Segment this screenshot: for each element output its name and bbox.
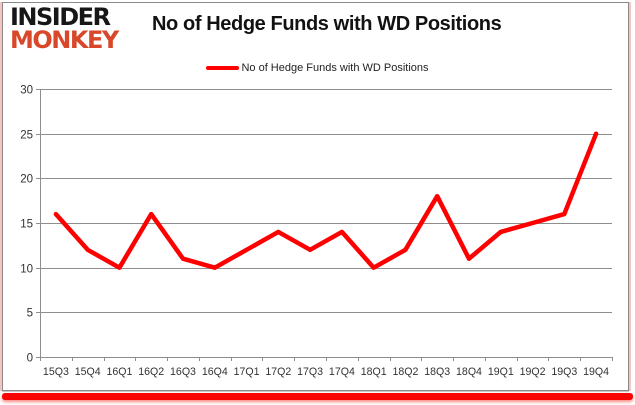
x-axis-label-18Q1: 18Q1: [361, 366, 387, 378]
x-axis-label-17Q4: 17Q4: [329, 366, 355, 378]
logo-line-monkey: MONKEY: [10, 25, 119, 54]
chart-border-box: [2, 2, 629, 391]
y-axis-label-25: 25: [20, 130, 33, 142]
x-axis-label-19Q4: 19Q4: [583, 366, 609, 378]
x-axis-label-18Q3: 18Q3: [424, 366, 450, 378]
x-axis-label-19Q2: 19Q2: [520, 366, 546, 378]
y-axis-label-15: 15: [20, 219, 33, 231]
series-line-0: [53, 131, 599, 270]
y-axis-label-20: 20: [20, 174, 33, 186]
x-axis-label-15Q3: 15Q3: [43, 366, 69, 378]
x-axis-label-17Q2: 17Q2: [265, 366, 291, 378]
x-axis-label-19Q3: 19Q3: [551, 366, 577, 378]
x-axis-label-16Q3: 16Q3: [170, 366, 196, 378]
insider-monkey-logo: INSIDER MONKEY: [10, 3, 140, 54]
x-axis-label-17Q1: 17Q1: [234, 366, 260, 378]
x-axis-label-15Q4: 15Q4: [75, 366, 101, 378]
x-axis-label-16Q1: 16Q1: [106, 366, 132, 378]
x-axis-label-17Q3: 17Q3: [297, 366, 323, 378]
y-axis-label-10: 10: [20, 264, 33, 276]
x-axis-label-19Q1: 19Q1: [488, 366, 514, 378]
y-axis-label-0: 0: [27, 353, 33, 365]
x-axis-label-18Q2: 18Q2: [392, 366, 418, 378]
bottom-accent-bar: [2, 393, 633, 400]
legend-line-swatch: [206, 66, 240, 70]
chart-title: No of Hedge Funds with WD Positions: [152, 13, 502, 35]
x-axis-label-18Q4: 18Q4: [456, 366, 482, 378]
logo-line-insider: INSIDER: [10, 3, 111, 31]
y-axis-label-5: 5: [27, 308, 33, 320]
x-axis-label-16Q2: 16Q2: [138, 366, 164, 378]
y-axis-label-30: 30: [20, 85, 33, 97]
legend: No of Hedge Funds with WD Positions: [0, 60, 635, 76]
legend-label: No of Hedge Funds with WD Positions: [241, 62, 429, 74]
x-axis-label-16Q4: 16Q4: [202, 366, 228, 378]
